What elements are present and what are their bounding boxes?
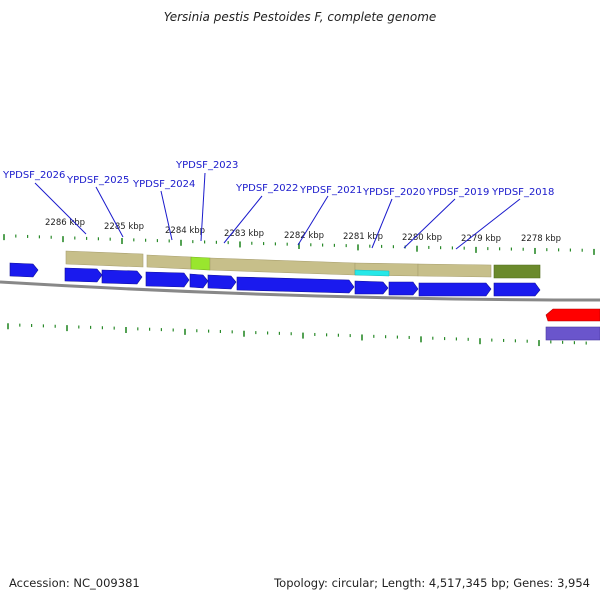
cds-arrow[interactable] bbox=[145, 271, 190, 288]
gene-label[interactable]: YPDSF_2023 bbox=[175, 160, 238, 171]
ruler-label: 2286 kbp bbox=[45, 218, 85, 228]
ruler-label: 2284 kbp bbox=[165, 226, 205, 236]
cds-arrow[interactable] bbox=[236, 276, 355, 294]
genome-backbone bbox=[0, 280, 600, 302]
bottom-tick-ring bbox=[7, 323, 587, 347]
feature-bar[interactable] bbox=[493, 264, 541, 279]
cds-arrow[interactable] bbox=[354, 280, 389, 295]
feature-bar[interactable] bbox=[190, 256, 211, 271]
cds-arrow[interactable] bbox=[189, 273, 209, 289]
feature-bar[interactable] bbox=[65, 250, 144, 268]
gene-label[interactable]: YPDSF_2022 bbox=[235, 183, 298, 194]
ruler-label: 2279 kbp bbox=[461, 234, 501, 244]
cds-arrow[interactable] bbox=[207, 274, 237, 290]
top-tick-ring bbox=[3, 234, 595, 255]
cds-arrow[interactable] bbox=[9, 262, 39, 278]
purple-feature[interactable] bbox=[545, 326, 600, 341]
cds-arrow[interactable] bbox=[493, 282, 541, 297]
ruler-label: 2278 kbp bbox=[521, 234, 561, 244]
ruler-label: 2285 kbp bbox=[104, 222, 144, 232]
gene-label[interactable]: YPDSF_2024 bbox=[132, 179, 195, 190]
genome-summary-text: Topology: circular; Length: 4,517,345 bp… bbox=[274, 576, 590, 590]
ruler-label: 2281 kbp bbox=[343, 232, 383, 242]
gene-labels: YPDSF_2026 YPDSF_2025 YPDSF_2024 YPDSF_2… bbox=[2, 160, 554, 198]
cds-arrow[interactable] bbox=[388, 281, 419, 296]
gene-label[interactable]: YPDSF_2021 bbox=[299, 185, 362, 196]
cds-arrow[interactable] bbox=[101, 269, 143, 285]
cds-track bbox=[9, 262, 541, 297]
feature-track bbox=[65, 250, 541, 279]
cds-arrow[interactable] bbox=[418, 282, 492, 297]
ruler-label: 2283 kbp bbox=[224, 229, 264, 239]
feature-bar[interactable] bbox=[354, 269, 390, 277]
cds-arrow[interactable] bbox=[64, 267, 103, 283]
feature-bar[interactable] bbox=[146, 254, 192, 270]
label-leaders bbox=[34, 172, 521, 250]
gene-label[interactable]: YPDSF_2026 bbox=[2, 170, 65, 181]
feature-bar[interactable] bbox=[417, 263, 492, 278]
red-feature[interactable] bbox=[545, 308, 600, 322]
feature-bar[interactable] bbox=[209, 257, 356, 276]
gene-label[interactable]: YPDSF_2020 bbox=[362, 187, 425, 198]
map-title: Yersinia pestis Pestoides F, complete ge… bbox=[163, 10, 437, 24]
accession-text: Accession: NC_009381 bbox=[9, 576, 140, 590]
gene-label[interactable]: YPDSF_2019 bbox=[426, 187, 489, 198]
gene-label[interactable]: YPDSF_2018 bbox=[491, 187, 554, 198]
gene-label[interactable]: YPDSF_2025 bbox=[66, 175, 129, 186]
ruler-label: 2280 kbp bbox=[402, 233, 442, 243]
